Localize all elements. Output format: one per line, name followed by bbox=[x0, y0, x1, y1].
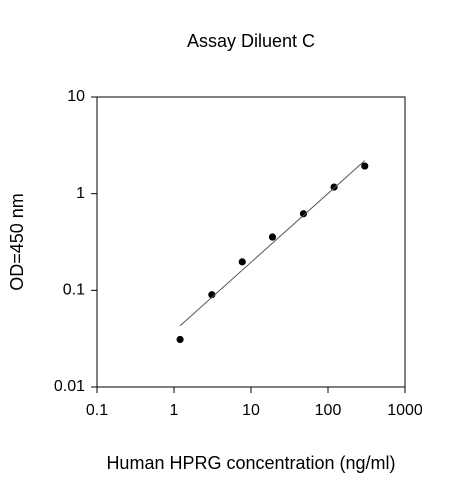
x-tick-label: 1 bbox=[170, 402, 179, 419]
y-axis-label: OD=450 nm bbox=[7, 193, 27, 291]
x-tick-label: 100 bbox=[315, 402, 342, 419]
data-point bbox=[299, 210, 308, 218]
data-point bbox=[238, 258, 246, 266]
data-point bbox=[268, 233, 277, 241]
plot-frame bbox=[96, 96, 406, 388]
chart-title: Assay Diluent C bbox=[187, 31, 315, 51]
x-tick-label: 10 bbox=[242, 402, 260, 419]
x-tick-label: 1000 bbox=[387, 402, 423, 419]
x-tick-label: 0.1 bbox=[86, 402, 108, 419]
data-point bbox=[176, 335, 184, 344]
data-point bbox=[330, 183, 338, 191]
fit-line bbox=[179, 160, 366, 327]
data-point bbox=[208, 291, 216, 299]
y-tick-label: 0.01 bbox=[54, 378, 85, 395]
y-tick-label: 0.1 bbox=[63, 282, 85, 299]
x-axis-label: Human HPRG concentration (ng/ml) bbox=[106, 453, 395, 473]
y-tick-label: 10 bbox=[67, 88, 85, 105]
y-tick-label: 1 bbox=[76, 185, 85, 202]
data-point bbox=[361, 162, 369, 170]
